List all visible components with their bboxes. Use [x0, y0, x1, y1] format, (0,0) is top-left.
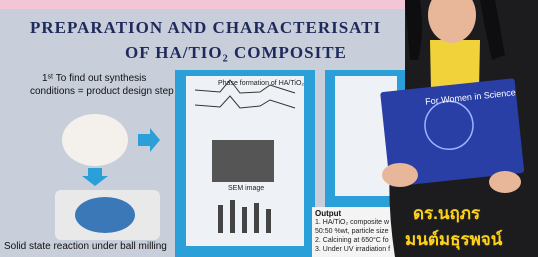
- method-caption: Solid state reaction under ball milling: [4, 241, 167, 252]
- person-name: มนต์มธุรพจน์: [405, 226, 502, 253]
- person-hand: [382, 163, 418, 187]
- output-heading: Output: [315, 209, 341, 218]
- step-text: 1ˢᵗ To find out synthesis: [42, 73, 146, 84]
- panel-caption: SEM image: [228, 185, 264, 192]
- ball-mill-image: [75, 197, 135, 233]
- output-item: 50:50 %wt, particle size: [315, 228, 389, 235]
- output-item: 1. HA/TiO₂ composite w: [315, 219, 389, 226]
- step-text: conditions = product design step: [30, 86, 174, 97]
- poster-title: PREPARATION AND CHARACTERISATI: [30, 18, 381, 38]
- panel-caption: Phase formation of HA/TiO₂: [218, 80, 304, 87]
- output-item: 2. Calcining at 650°C fo: [315, 237, 389, 244]
- photo: PREPARATION AND CHARACTERISATI OF HA/TIO…: [0, 0, 538, 257]
- person-name: ดร.นฤภร: [413, 200, 480, 227]
- sem-image: [212, 140, 274, 182]
- powder-image: [62, 114, 128, 166]
- person-hand: [489, 171, 521, 193]
- output-item: 3. Under UV irradiation f: [315, 246, 390, 253]
- poster-title: OF HA/TIO₂ COMPOSITE: [125, 43, 347, 63]
